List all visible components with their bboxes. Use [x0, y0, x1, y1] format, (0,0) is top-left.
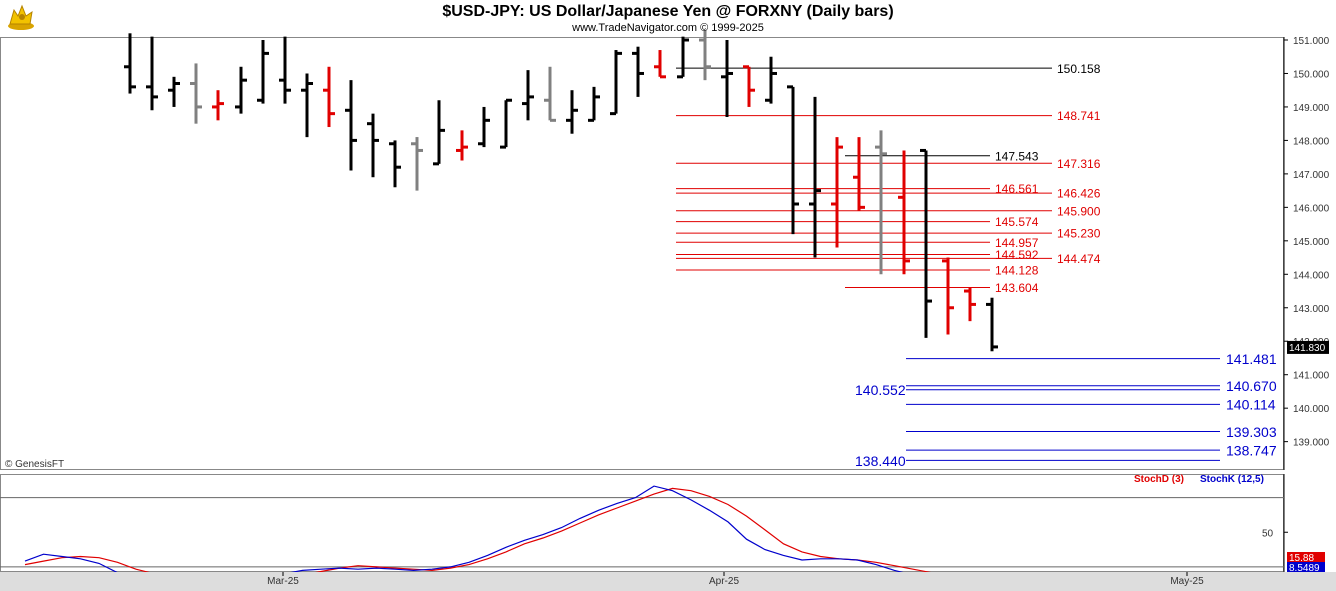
level-label-145.574: 145.574	[995, 215, 1039, 229]
price-bar	[721, 40, 733, 117]
price-bar	[743, 65, 755, 107]
price-tick-label: 140.000	[1293, 404, 1330, 415]
price-tick-label: 147.000	[1293, 170, 1330, 181]
price-bar	[942, 257, 954, 335]
stoch-last-tag	[1287, 552, 1325, 563]
price-panel: 151.000 150.000 149.000 148.000 147.000 146.0…	[0, 29, 1330, 470]
price-bar	[345, 80, 357, 171]
level-label-140.114: 140.114	[1226, 397, 1276, 413]
price-bar	[632, 46, 644, 97]
price-bar	[853, 137, 865, 211]
price-bar	[124, 33, 136, 94]
level-label-147.316: 147.316	[1057, 157, 1101, 171]
chart-title: $USD-JPY: US Dollar/Japanese Yen @ FORXN…	[442, 3, 894, 20]
price-bar	[588, 86, 600, 122]
price-bar	[389, 140, 401, 188]
price-plot-frame	[0, 37, 1284, 470]
chart-header: $USD-JPY: US Dollar/Japanese Yen @ FORXN…	[0, 0, 1336, 37]
price-bar	[831, 137, 843, 248]
last-price-tag	[1287, 340, 1329, 354]
stoch-last-value: 8.5489	[1289, 563, 1320, 574]
price-bar	[875, 130, 887, 275]
price-tick-label: 149.000	[1293, 103, 1330, 114]
price-bar	[168, 76, 180, 107]
level-label-144.957: 144.957	[995, 236, 1039, 250]
price-tick-label: 139.000	[1293, 438, 1330, 449]
stoch-legend-stochk: StochK (12,5)	[1200, 474, 1264, 485]
price-bar	[433, 100, 445, 166]
price-bar	[456, 130, 468, 161]
level-label-144.474: 144.474	[1057, 252, 1101, 266]
price-bar	[367, 113, 379, 178]
level-label-150.158: 150.158	[1057, 62, 1101, 76]
price-tick-label: 150.000	[1293, 69, 1330, 80]
level-label-143.604: 143.604	[995, 281, 1039, 295]
stoch-last-value: 15.88	[1289, 553, 1314, 564]
price-bar	[146, 36, 158, 111]
price-bar	[279, 36, 291, 104]
price-bar	[765, 56, 777, 104]
level-label-140.552: 140.552	[855, 382, 906, 398]
price-bar	[898, 150, 910, 275]
price-bar	[986, 297, 998, 352]
price-tick-label: 146.000	[1293, 203, 1330, 214]
level-label-148.741: 148.741	[1057, 109, 1101, 123]
stoch-last-tag	[1287, 562, 1325, 573]
copyright-label: © GenesisFT	[5, 459, 64, 470]
level-label-147.543: 147.543	[995, 149, 1039, 163]
price-tick-label: 145.000	[1293, 237, 1330, 248]
price-bar	[610, 50, 622, 116]
price-tick-label: 148.000	[1293, 136, 1330, 147]
price-bar	[566, 90, 578, 134]
price-bar	[411, 137, 423, 191]
x-tick-label: Mar-25	[267, 576, 299, 587]
stoch-tick-label: 50	[1262, 528, 1274, 539]
bull-logo-icon	[8, 4, 34, 30]
x-axis-band	[0, 572, 1336, 591]
price-bar	[699, 29, 711, 81]
level-label-141.481: 141.481	[1226, 351, 1277, 367]
level-label-139.303: 139.303	[1226, 424, 1277, 440]
stoch-plot-frame	[0, 474, 1284, 572]
stochastic-panel: 50 StochD (3) StochK (12,5) 15.888.5489 Mar-…	[0, 474, 1336, 591]
level-label-146.561: 146.561	[995, 182, 1039, 196]
price-tick-label: 151.000	[1293, 36, 1330, 47]
price-bar	[500, 98, 512, 149]
level-label-144.592: 144.592	[995, 248, 1039, 262]
price-bar	[964, 287, 976, 322]
price-bar	[920, 148, 932, 338]
price-tick-label: 141.000	[1293, 371, 1330, 382]
price-bar	[809, 96, 821, 258]
price-bar	[478, 106, 490, 148]
price-bar	[787, 85, 799, 235]
price-bar	[257, 40, 269, 104]
stoch-legend-stochd: StochD (3)	[1134, 474, 1184, 485]
level-label-138.747: 138.747	[1226, 442, 1277, 458]
price-bar	[190, 63, 202, 124]
level-label-140.670: 140.670	[1226, 378, 1277, 394]
price-bar	[301, 73, 313, 138]
level-label-138.440: 138.440	[855, 453, 906, 469]
price-bar	[323, 66, 335, 128]
price-bar	[235, 66, 247, 114]
level-label-146.426: 146.426	[1057, 187, 1101, 201]
price-bar	[677, 36, 689, 79]
x-tick-label: Apr-25	[709, 576, 739, 587]
level-label-145.900: 145.900	[1057, 204, 1101, 218]
price-bar	[212, 90, 224, 121]
x-tick-label: May-25	[1170, 576, 1204, 587]
level-label-144.128: 144.128	[995, 264, 1039, 278]
price-bar	[544, 66, 556, 122]
chart-subtitle: www.TradeNavigator.com © 1999-2025	[572, 22, 764, 34]
price-bar	[654, 50, 666, 79]
level-label-145.230: 145.230	[1057, 227, 1101, 241]
price-bar	[522, 70, 534, 121]
last-price-label: 141.830	[1289, 343, 1326, 354]
price-tick-label: 143.000	[1293, 304, 1330, 315]
price-tick-label: 144.000	[1293, 270, 1330, 281]
